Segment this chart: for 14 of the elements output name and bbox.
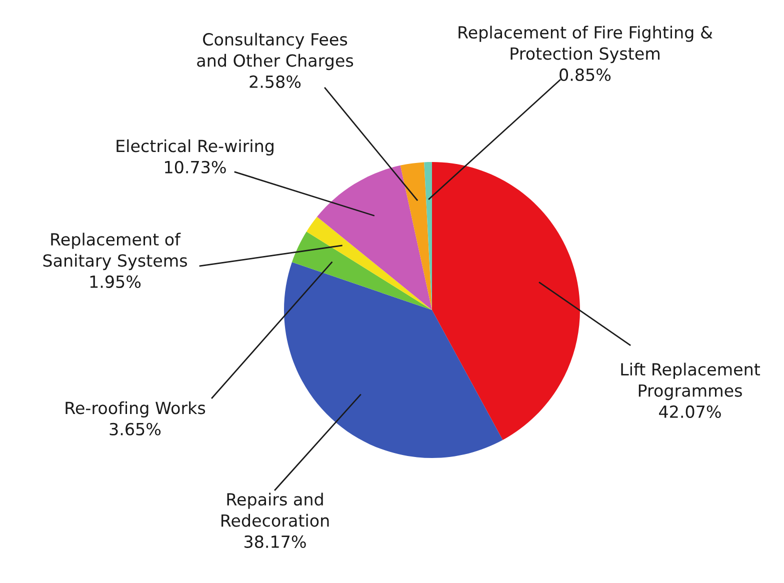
- slice-label: Electrical Re-wiring: [116, 139, 274, 156]
- slice-label: Re-roofing Works: [66, 401, 206, 418]
- data-label: 2.58%: [250, 75, 301, 88]
- slice-label: Repairs and Redecoration: [222, 492, 329, 527]
- data-label: 1.95%: [90, 275, 141, 288]
- data-label: 10.73%: [165, 160, 226, 174]
- slice-label: Consultancy Fees and Other Charges: [197, 32, 354, 70]
- data-label: 42.07%: [659, 405, 721, 418]
- data-label: 38.17%: [244, 535, 306, 548]
- data-label: 0.85%: [560, 68, 611, 82]
- slice-label: Replacement of Sanitary Systems: [43, 232, 187, 270]
- data-label: 3.65%: [110, 422, 161, 436]
- slice-label: Replacement of Fire Fighting & Protection System: [458, 26, 712, 64]
- slice-label: Lift Replacement Programmes: [621, 362, 760, 400]
